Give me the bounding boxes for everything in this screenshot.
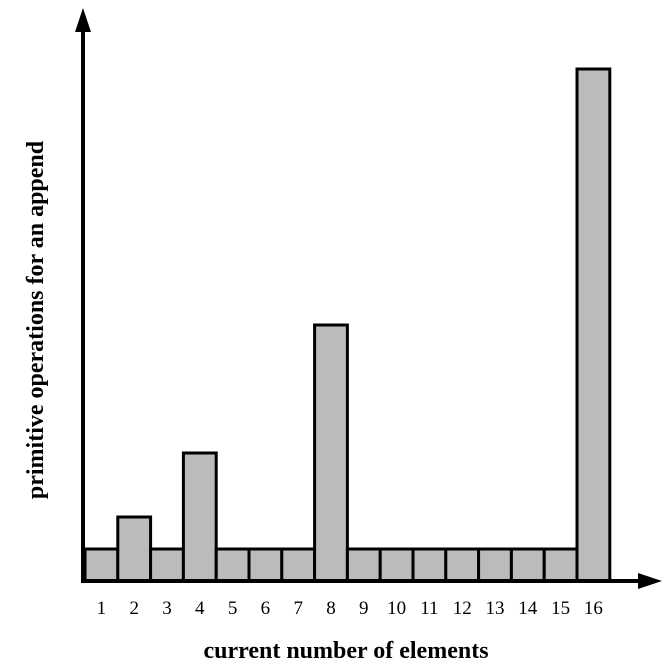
x-tick-label-2: 2 xyxy=(129,598,139,619)
x-tick-label-12: 12 xyxy=(453,598,472,619)
bar-11 xyxy=(411,547,448,583)
bar-16 xyxy=(575,67,612,583)
x-tick-label-5: 5 xyxy=(228,598,238,619)
bar-12 xyxy=(444,547,481,583)
x-tick-label-1: 1 xyxy=(97,598,107,619)
x-tick-label-11: 11 xyxy=(420,598,438,619)
bars-group xyxy=(83,67,612,583)
x-tick-label-13: 13 xyxy=(486,598,505,619)
y-axis-title: primitive operations for an append xyxy=(23,140,49,499)
bar-7 xyxy=(280,547,317,583)
x-tick-label-7: 7 xyxy=(293,598,303,619)
x-axis-arrowhead xyxy=(638,573,662,589)
x-tick-label-8: 8 xyxy=(326,598,336,619)
bar-13 xyxy=(477,547,513,583)
bar-9 xyxy=(345,547,382,583)
bar-15 xyxy=(542,547,579,583)
bar-6 xyxy=(247,547,284,583)
bar-14 xyxy=(509,547,546,583)
y-axis-arrowhead xyxy=(75,8,91,32)
axes-group xyxy=(75,8,662,589)
x-axis-title: current number of elements xyxy=(203,638,488,664)
x-tick-label-14: 14 xyxy=(518,598,538,619)
x-tick-label-6: 6 xyxy=(261,598,271,619)
bar-1 xyxy=(83,547,120,583)
x-tick-label-16: 16 xyxy=(584,598,603,619)
bar-4 xyxy=(181,451,218,583)
x-tick-label-4: 4 xyxy=(195,598,205,619)
x-tick-label-15: 15 xyxy=(551,598,570,619)
x-tick-label-3: 3 xyxy=(162,598,172,619)
x-tick-label-10: 10 xyxy=(387,598,406,619)
x-tick-label-9: 9 xyxy=(359,598,369,619)
x-tick-labels-group: 1 2 3 4 5 6 7 8 9 10 11 12 13 14 15 16 xyxy=(97,598,603,619)
bar-2 xyxy=(116,515,153,583)
bar-8 xyxy=(313,323,349,583)
bar-10 xyxy=(378,547,415,583)
bar-3 xyxy=(149,547,185,583)
bar-5 xyxy=(214,547,251,583)
